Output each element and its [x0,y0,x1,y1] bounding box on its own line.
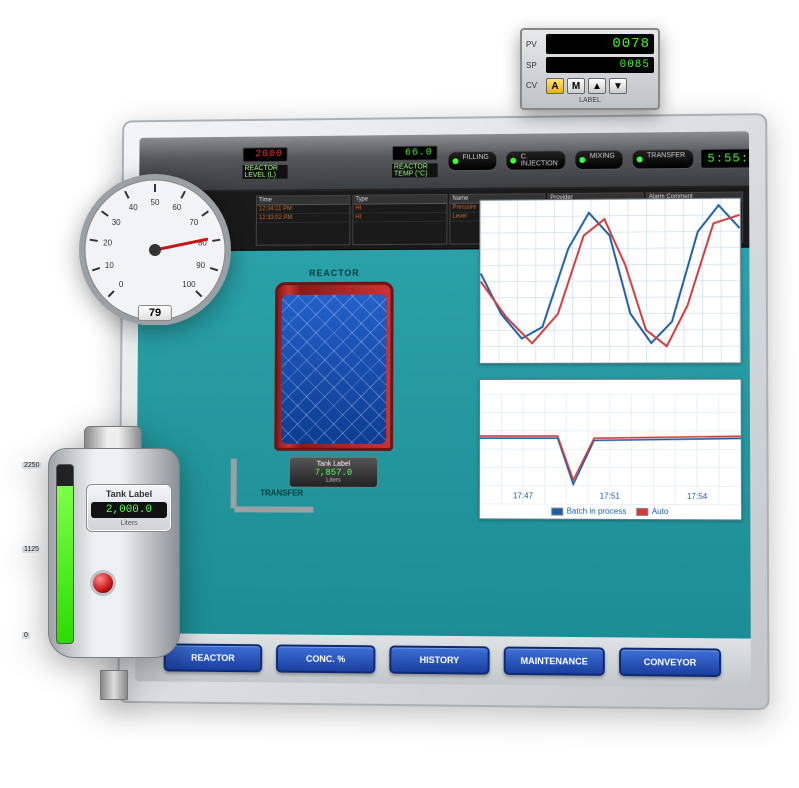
phase-mixing[interactable]: MIXING [575,150,624,170]
legend-swatch-icon [636,508,648,516]
pid-up-button[interactable]: ▲ [588,78,606,94]
storage-tank-widget[interactable]: 2250 1125 0 Tank Label 2,000.0 Liters [20,420,190,700]
phase-transfer[interactable]: TRANSFER [632,149,694,170]
svg-text:70: 70 [189,218,198,227]
svg-text:50: 50 [151,198,160,207]
nav-history-button[interactable]: HISTORY [389,645,489,674]
pid-footer-label: LABEL [526,97,654,104]
xtick: 17:54 [687,492,707,501]
pipe-icon [234,506,313,512]
svg-text:100: 100 [182,280,196,289]
reactor-temp-caption: REACTOR TEMP (°C) [392,163,438,177]
reactor-level-value: 2000 [243,147,288,162]
legend-label: Batch in process [566,507,626,516]
svg-text:0: 0 [119,280,124,289]
bottom-navbar: REACTOR CONC. % HISTORY MAINTENANCE CONV… [135,633,751,687]
tank-alarm-icon[interactable] [90,570,116,596]
chart-xticks: 17:47 17:51 17:54 [480,491,741,501]
reactor-faceplate[interactable]: Tank Label 7,857.0 Liters [289,457,378,488]
tank-title: Tank Label [91,489,167,499]
reactor-fill-icon [281,295,386,444]
tank-fill-icon [57,486,73,643]
legend-swatch-icon [551,507,563,515]
pid-sp-value: 0085 [546,57,654,73]
reactor-temp-readout: 66.0 REACTOR TEMP (°C) [392,146,438,178]
xtick: 17:47 [513,491,533,500]
pid-down-button[interactable]: ▼ [609,78,627,94]
alarm-cell: 12:33:02 PM [257,214,349,224]
chart-legend: Batch in process Auto [480,506,741,516]
reactor-title: REACTOR [256,268,414,279]
pid-controller-panel[interactable]: PV 0078 SP 0085 CV A M ▲ ▼ LABEL [520,28,660,110]
reactor-widget: REACTOR Tank Label 7,857.0 Liters [254,268,413,488]
transfer-label: TRANSFER [260,489,303,498]
phase-injection[interactable]: C. INJECTION [506,150,567,170]
tank-tick-max: 2250 [22,462,42,469]
phase-filling[interactable]: FILLING [448,151,498,171]
tank-tick-mid: 1125 [22,546,41,553]
analog-gauge[interactable]: 0102030405060708090100 79 [75,165,235,325]
pipe-icon [231,459,237,509]
nav-conc-button[interactable]: CONC. % [276,644,375,673]
reactor-level-readout: 2000 REACTOR LEVEL (L) [242,147,287,179]
svg-text:40: 40 [129,203,138,212]
alarm-cell: HI [353,213,446,223]
tank-level-bar [56,464,74,644]
svg-text:20: 20 [103,238,112,247]
tank-unit: Liters [91,520,167,527]
reactor-plate-value: 7,857.0 [292,468,375,478]
pid-pv-label: PV [526,40,542,49]
gauge-value: 79 [138,305,172,321]
pid-auto-button[interactable]: A [546,78,564,94]
tank-value: 2,000.0 [91,502,167,518]
legend-label: Auto [652,507,669,516]
nav-conveyor-button[interactable]: CONVEYOR [619,648,721,678]
trend-chart-large[interactable] [479,198,742,364]
pid-pv-value: 0078 [546,34,654,54]
alarm-col-type: Type HI HI [352,194,447,245]
pid-sp-label: SP [526,61,542,70]
reactor-temp-value: 66.0 [392,146,438,161]
reactor-plate-unit: Liters [292,478,375,484]
svg-text:30: 30 [112,218,121,227]
svg-text:90: 90 [196,261,205,270]
trend-chart-small[interactable]: 17:47 17:51 17:54 Batch in process Auto [479,379,742,521]
svg-text:10: 10 [105,261,114,270]
alarm-col-time: Time 12:34:11 PM 12:33:02 PM [256,195,351,246]
pid-cv-label: CV [526,81,542,90]
nav-maintenance-button[interactable]: MAINTENANCE [504,647,605,676]
tank-faceplate[interactable]: Tank Label 2,000.0 Liters [86,484,172,532]
clock-display: 5:55:27 [700,148,751,169]
pid-manual-button[interactable]: M [567,78,585,94]
phase-indicator-row: FILLING C. INJECTION MIXING TRANSFER [448,149,695,171]
reactor-level-caption: REACTOR LEVEL (L) [242,165,287,179]
reactor-vessel-icon[interactable] [274,282,393,451]
tank-tick-min: 0 [22,632,30,639]
svg-text:60: 60 [172,203,181,212]
xtick: 17:51 [600,492,620,501]
tank-foot-icon [100,670,128,700]
